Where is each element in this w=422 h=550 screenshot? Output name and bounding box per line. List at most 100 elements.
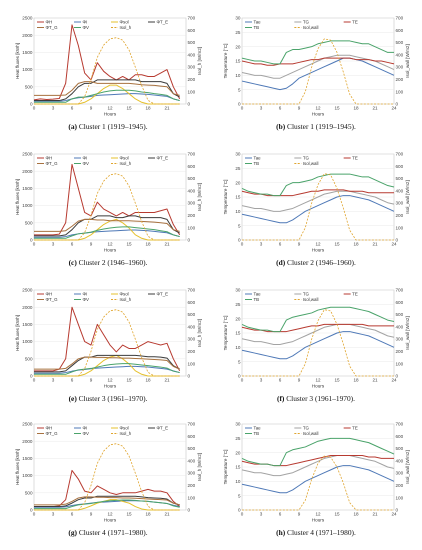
y2-tick-label: 200 <box>188 213 196 218</box>
y-axis-label: Heat fluxes [kWh] <box>15 315 20 351</box>
x-axis-label: Hours <box>312 518 325 523</box>
series-line <box>34 93 180 102</box>
legend-label: Φsol <box>120 20 129 25</box>
y-tick-label: 25 <box>235 302 241 307</box>
series-line <box>241 40 394 65</box>
x-tick-label: 15 <box>126 378 132 383</box>
series-line <box>34 306 181 372</box>
x-tick-label: 12 <box>107 106 113 111</box>
caption-text: Cluster 4 (1971–1980). <box>285 528 356 537</box>
series-line <box>34 229 180 238</box>
y2-tick-label: 700 <box>188 16 196 21</box>
x-tick-label: 12 <box>107 512 113 517</box>
y2-tick-label: 300 <box>188 337 196 342</box>
y-tick-label: 2000 <box>22 33 33 38</box>
chart-svg: 0 500 1000 1500 2000 2500 0 100 200 300 400 500 600 7… <box>15 288 202 389</box>
series-line <box>34 443 180 511</box>
y2-tick-label: 100 <box>188 495 196 500</box>
y2-tick-label: 700 <box>188 288 196 293</box>
plot-frame <box>33 289 187 377</box>
series-line <box>241 437 395 467</box>
y-tick-label: 0 <box>30 508 33 513</box>
legend-label: Isol,wall <box>303 25 319 30</box>
chart-panel-6: 0 5 10 15 20 25 30 0 100 200 300 400 500 600 700 0 3 6 9 12… <box>216 274 416 403</box>
x-tick-label: 0 <box>241 242 244 247</box>
panel-caption: (a) Cluster 1 (1919–1945). <box>8 122 208 131</box>
chart-panel-8: 0 5 10 15 20 25 30 0 100 200 300 400 500 600 700 0 3 6 9 12… <box>216 408 416 537</box>
legend-label: Tae <box>254 426 262 431</box>
legend-label: Isol_h <box>120 431 132 436</box>
caption-text: Cluster 1 (1919–1945). <box>285 122 356 131</box>
legend-label: Isol_h <box>120 25 132 30</box>
series-line <box>241 189 394 197</box>
x-tick-label: 15 <box>126 512 132 517</box>
x-tick-label: 18 <box>353 106 359 111</box>
chart-panel-3: 0 500 1000 1500 2000 2500 0 100 200 300 400 500 600 7… <box>8 138 208 267</box>
y-tick-label: 30 <box>235 152 241 157</box>
legend-label: Φsol <box>120 426 129 431</box>
legend-label: TG <box>303 292 310 297</box>
legend-label: ΦT_G <box>46 431 59 436</box>
legend-label: TB <box>254 297 260 302</box>
legend-label: Isol,wall <box>303 297 319 302</box>
x-axis-label: Hours <box>312 112 325 117</box>
x-tick-label: 15 <box>126 242 132 247</box>
x-tick-label: 9 <box>298 106 301 111</box>
x-tick-label: 3 <box>260 242 263 247</box>
x-tick-label: 9 <box>298 512 301 517</box>
x-tick-label: 21 <box>372 378 378 383</box>
series-line <box>34 356 180 370</box>
x-tick-label: 18 <box>353 512 359 517</box>
x-tick-label: 18 <box>145 242 151 247</box>
x-tick-label: 18 <box>145 512 151 517</box>
x-tick-label: 21 <box>164 378 170 383</box>
series-line <box>242 38 394 105</box>
y2-axis-label: Isol_h [W/m2] <box>197 453 202 481</box>
y2-tick-label: 200 <box>396 349 404 354</box>
x-tick-label: 18 <box>145 378 151 383</box>
x-tick-label: 6 <box>71 512 74 517</box>
y2-tick-label: 0 <box>396 508 399 513</box>
x-tick-label: 15 <box>334 242 340 247</box>
x-tick-label: 0 <box>241 512 244 517</box>
chart-panel-7: 0 500 1000 1500 2000 2500 0 100 200 300 400 500 600 7… <box>8 408 208 537</box>
x-tick-label: 3 <box>52 242 55 247</box>
y-tick-label: 0 <box>238 238 241 243</box>
y-tick-label: 10 <box>235 479 241 484</box>
x-tick-label: 3 <box>52 106 55 111</box>
panel-caption: (d) Cluster 2 (1946–1960). <box>216 258 416 267</box>
y2-tick-label: 0 <box>396 102 399 107</box>
series-line <box>242 173 394 241</box>
x-axis-label: Hours <box>312 384 325 389</box>
y-tick-label: 5 <box>238 493 241 498</box>
x-tick-label: 6 <box>279 106 282 111</box>
series-line <box>34 309 180 377</box>
y-tick-label: 500 <box>25 356 33 361</box>
y2-tick-label: 0 <box>396 238 399 243</box>
y2-axis-label: Isol_wall [W/m2] <box>405 450 410 483</box>
legend-label: Isol_h <box>120 297 132 302</box>
y2-tick-label: 500 <box>188 40 196 45</box>
y2-tick-label: 300 <box>188 65 196 70</box>
y2-tick-label: 300 <box>188 471 196 476</box>
legend-label: Tae <box>254 292 262 297</box>
series-line <box>241 57 395 91</box>
series-line <box>34 89 180 103</box>
x-tick-label: 21 <box>164 242 170 247</box>
x-tick-label: 21 <box>164 512 170 517</box>
x-tick-label: 0 <box>33 106 36 111</box>
legend-label: ΦH <box>46 20 53 25</box>
chart-panel-2: 0 5 10 15 20 25 30 0 100 200 300 400 500 600 700 0 3 6 9 12… <box>216 2 416 131</box>
y-tick-label: 30 <box>235 288 241 293</box>
series-line <box>34 163 181 236</box>
x-tick-label: 18 <box>353 378 359 383</box>
chart-panel-5: 0 500 1000 1500 2000 2500 0 100 200 300 400 500 600 7… <box>8 274 208 403</box>
y2-axis-label: Isol_wall [W/m2] <box>405 316 410 349</box>
x-tick-label: 9 <box>298 378 301 383</box>
y2-tick-label: 100 <box>396 89 404 94</box>
chart-panel-4: 0 5 10 15 20 25 30 0 100 200 300 400 500 600 700 0 3 6 9 12… <box>216 138 416 267</box>
y2-tick-label: 500 <box>188 312 196 317</box>
plot-frame <box>33 423 187 511</box>
legend-label: ΦI <box>83 426 88 431</box>
